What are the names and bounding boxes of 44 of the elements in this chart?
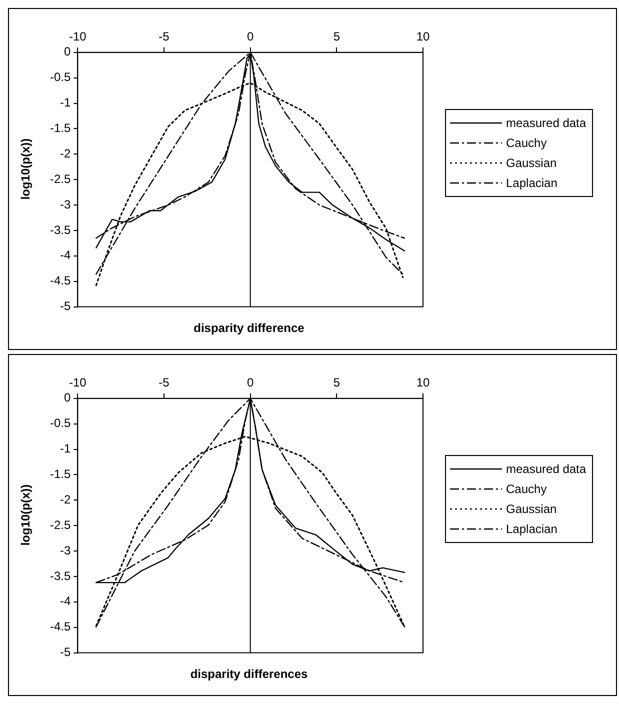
y-axis-title: log10(p(x)): [19, 484, 33, 546]
y-tick-label: -4: [60, 248, 71, 262]
y-tick-label: -2: [60, 492, 71, 506]
y-tick-label: -5: [60, 299, 71, 314]
x-axis-title: disparity difference: [192, 321, 306, 335]
legend-label: measured data: [506, 462, 586, 476]
x-tick-label: 0: [246, 376, 254, 390]
legend-label: Laplacian: [506, 176, 558, 190]
y-tick-label: -2.5: [50, 518, 71, 532]
y-tick-label: -3.5: [50, 568, 71, 583]
y-tick-label: -1.5: [50, 467, 71, 482]
y-tick-label: -1.5: [50, 121, 71, 136]
legend-label: Cauchy: [506, 136, 547, 150]
y-tick-label: 0: [64, 44, 71, 59]
y-tick-label: -0.5: [50, 416, 71, 430]
x-tick-label: 10: [416, 30, 430, 44]
x-tick-label: -10: [69, 376, 87, 390]
y-tick-label: -4.5: [50, 274, 71, 288]
x-tick-label: -5: [158, 376, 170, 390]
x-tick-label: 10: [416, 376, 430, 390]
y-tick-label: -0.5: [50, 70, 71, 84]
x-tick-label: 0: [246, 30, 254, 44]
legend-label: Gaussian: [506, 502, 557, 516]
x-tick-label: 5: [333, 30, 340, 44]
x-axis-title: disparity differences: [189, 667, 309, 681]
y-tick-label: -3: [60, 197, 71, 212]
y-tick-label: -4.5: [50, 620, 71, 634]
legend-label: Gaussian: [506, 156, 557, 170]
y-tick-label: -4: [60, 594, 71, 608]
legend-label: Cauchy: [506, 482, 547, 496]
y-tick-label: 0: [64, 390, 71, 405]
y-tick-label: -1: [60, 96, 71, 110]
legend-label: Laplacian: [506, 522, 558, 536]
y-tick-label: -2.5: [50, 172, 71, 186]
y-tick-label: -3: [60, 543, 71, 558]
y-tick-label: -2: [60, 146, 71, 160]
y-tick-label: -5: [60, 645, 71, 660]
x-tick-label: 5: [333, 376, 340, 390]
x-tick-label: -10: [69, 30, 87, 44]
y-tick-label: -3.5: [50, 222, 71, 237]
y-axis-title: log10(p(x)): [19, 138, 33, 200]
x-tick-label: -5: [158, 30, 170, 44]
legend-label: measured data: [506, 116, 586, 130]
y-tick-label: -1: [60, 442, 71, 456]
